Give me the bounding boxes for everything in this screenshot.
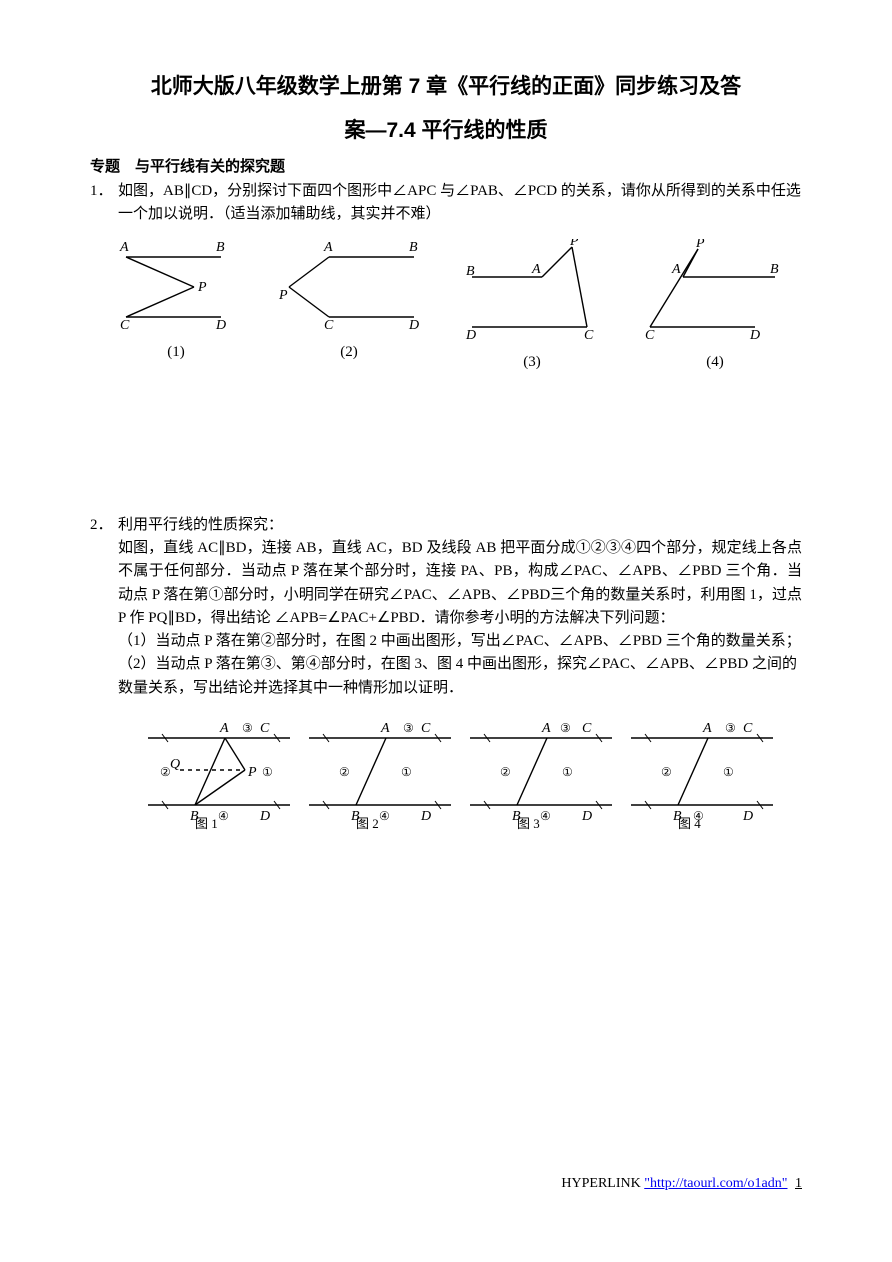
svg-text:③: ③ (403, 721, 414, 735)
svg-text:D: D (408, 318, 419, 329)
svg-text:③: ③ (560, 721, 571, 735)
svg-text:图 3: 图 3 (517, 816, 540, 830)
q1-fig-3: B A D C P (3) (452, 239, 612, 374)
question-2: 2． 利用平行线的性质探究： 如图，直线 AC∥BD，连接 AB，直线 AC，B… (90, 514, 802, 830)
svg-text:P: P (197, 280, 207, 295)
svg-text:①: ① (562, 765, 573, 779)
svg-text:D: D (581, 809, 592, 824)
q2-fig-3: A C B D ③ ② ① ④ 图 3 (462, 710, 617, 830)
footer-page: 1 (795, 1176, 802, 1191)
footer: HYPERLINK "http://taourl.com/o1adn" 1 (561, 1176, 802, 1192)
svg-text:B: B (216, 240, 225, 255)
svg-text:Q: Q (170, 757, 180, 772)
q1-fig-4-caption: (4) (706, 351, 724, 374)
svg-text:③: ③ (725, 721, 736, 735)
svg-text:C: C (421, 721, 431, 736)
svg-text:②: ② (500, 765, 511, 779)
title-line-1: 北师大版八年级数学上册第 7 章《平行线的正面》同步练习及答 (90, 70, 802, 104)
svg-text:A: A (219, 721, 229, 736)
svg-text:②: ② (339, 765, 350, 779)
q2-fig-2: A C B D ③ ② ① ④ 图 2 (301, 710, 456, 830)
svg-text:B: B (466, 264, 475, 279)
q1-fig-4: A B C D P (4) (640, 239, 790, 374)
svg-text:③: ③ (242, 721, 253, 735)
spacer (90, 384, 802, 514)
svg-text:A: A (541, 721, 551, 736)
q2-p4: （2）当动点 P 落在第③、第④部分时，在图 3、图 4 中画出图形，探究∠PA… (118, 653, 802, 700)
svg-text:④: ④ (379, 809, 390, 823)
svg-text:C: C (743, 721, 753, 736)
q1-text: 如图，AB∥CD，分别探讨下面四个图形中∠APC 与∠PAB、∠PCD 的关系，… (118, 180, 802, 227)
svg-text:图 2: 图 2 (356, 816, 379, 830)
svg-text:图 1: 图 1 (195, 816, 218, 830)
svg-text:C: C (584, 328, 594, 339)
question-1: 1． 如图，AB∥CD，分别探讨下面四个图形中∠APC 与∠PAB、∠PCD 的… (90, 180, 802, 374)
page: 北师大版八年级数学上册第 7 章《平行线的正面》同步练习及答 案—7.4 平行线… (0, 0, 892, 1262)
svg-text:②: ② (661, 765, 672, 779)
q2-number: 2． (90, 514, 118, 700)
svg-text:C: C (645, 328, 655, 339)
q1-fig-2: A B C D P (2) (274, 239, 424, 374)
svg-text:A: A (323, 240, 333, 255)
svg-text:D: D (420, 809, 431, 824)
svg-text:D: D (742, 809, 753, 824)
svg-text:P: P (278, 288, 288, 303)
svg-text:D: D (465, 328, 476, 339)
svg-text:C: C (120, 318, 130, 329)
svg-text:D: D (259, 809, 270, 824)
q1-fig-1-caption: (1) (167, 341, 185, 364)
q1-fig-1: A B C D P (1) (106, 239, 246, 374)
svg-text:①: ① (723, 765, 734, 779)
q2-p2: 如图，直线 AC∥BD，连接 AB，直线 AC，BD 及线段 AB 把平面分成①… (118, 537, 802, 630)
svg-text:④: ④ (218, 809, 229, 823)
svg-text:①: ① (262, 765, 273, 779)
section-title: 专题 与平行线有关的探究题 (90, 155, 802, 176)
svg-text:A: A (702, 721, 712, 736)
q1-number: 1． (90, 180, 118, 227)
q2-p1: 利用平行线的性质探究： (118, 514, 802, 537)
q2-fig-1: A C B D Q P ③ ② ① ④ 图 1 (140, 710, 295, 830)
svg-text:②: ② (160, 765, 171, 779)
svg-text:P: P (247, 765, 257, 780)
svg-text:④: ④ (540, 809, 551, 823)
svg-text:D: D (215, 318, 226, 329)
svg-text:A: A (531, 262, 541, 277)
svg-text:A: A (380, 721, 390, 736)
svg-text:A: A (119, 240, 129, 255)
svg-text:D: D (749, 328, 760, 339)
svg-text:P: P (695, 239, 705, 251)
q1-fig-2-caption: (2) (340, 341, 358, 364)
svg-text:图 4: 图 4 (678, 816, 701, 830)
q2-fig-4: A C B D ③ ② ① ④ 图 4 (623, 710, 778, 830)
svg-text:C: C (260, 721, 270, 736)
q1-fig-3-caption: (3) (523, 351, 541, 374)
title-line-2: 案—7.4 平行线的性质 (90, 114, 802, 148)
svg-text:C: C (582, 721, 592, 736)
footer-link[interactable]: "http://taourl.com/o1adn" (644, 1176, 787, 1191)
footer-prefix: HYPERLINK (561, 1176, 644, 1191)
svg-text:C: C (324, 318, 334, 329)
q1-figures: A B C D P (1) A B (106, 239, 802, 374)
svg-text:A: A (671, 262, 681, 277)
q2-p3: （1）当动点 P 落在第②部分时，在图 2 中画出图形，写出∠PAC、∠APB、… (118, 630, 802, 653)
svg-text:B: B (770, 262, 779, 277)
svg-text:①: ① (401, 765, 412, 779)
q2-figures: A C B D Q P ③ ② ① ④ 图 1 (140, 710, 802, 830)
svg-text:B: B (409, 240, 418, 255)
svg-text:P: P (569, 239, 579, 249)
